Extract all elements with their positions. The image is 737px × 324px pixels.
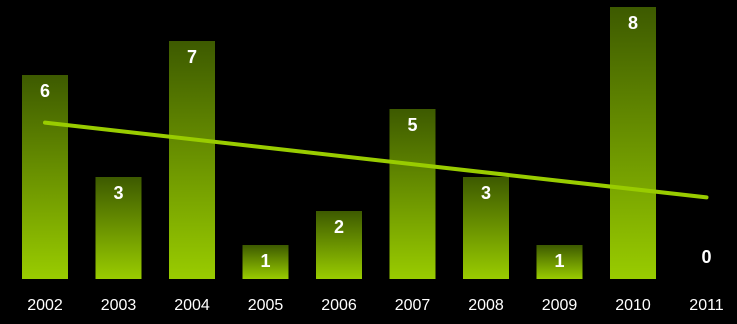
bar-2004	[169, 41, 215, 279]
x-axis-tick-labels: 2002 2003 2004 2005 2006 2007 2008 2009 2010 2011	[27, 297, 724, 314]
value-label-2006: 2	[334, 217, 344, 237]
bars-group	[22, 7, 656, 279]
trendline-group	[43, 120, 709, 200]
bar-2008	[463, 177, 509, 279]
bar-2009	[536, 245, 583, 279]
x-tick-label-2002: 2002	[27, 297, 63, 314]
x-tick-label-2009: 2009	[542, 297, 578, 314]
value-label-2008: 3	[481, 183, 491, 203]
value-label-2003: 3	[113, 183, 123, 203]
value-label-2010: 8	[628, 13, 638, 33]
x-tick-label-2005: 2005	[248, 297, 284, 314]
value-label-2004: 7	[187, 47, 197, 67]
value-label-2002: 6	[40, 81, 50, 101]
bar-2002	[22, 75, 68, 279]
x-tick-label-2003: 2003	[101, 297, 137, 314]
value-label-2009: 1	[554, 251, 564, 271]
x-tick-label-2007: 2007	[395, 297, 431, 314]
value-label-2007: 5	[407, 115, 417, 135]
value-label-2005: 1	[260, 251, 270, 271]
trendline	[43, 120, 709, 200]
value-label-2011: 0	[701, 247, 711, 267]
x-tick-label-2011: 2011	[689, 297, 724, 314]
bar-2006	[316, 211, 362, 279]
x-tick-label-2004: 2004	[174, 297, 210, 314]
bar-2003	[95, 177, 142, 279]
x-tick-label-2008: 2008	[468, 297, 504, 314]
x-tick-label-2010: 2010	[615, 297, 651, 314]
bar-2005	[242, 245, 289, 279]
bar-2007	[389, 109, 436, 279]
value-labels-group: 6 3 7 1 2 5 3 1 8 0	[40, 13, 712, 271]
x-tick-label-2006: 2006	[321, 297, 357, 314]
bar-2010	[610, 7, 656, 279]
